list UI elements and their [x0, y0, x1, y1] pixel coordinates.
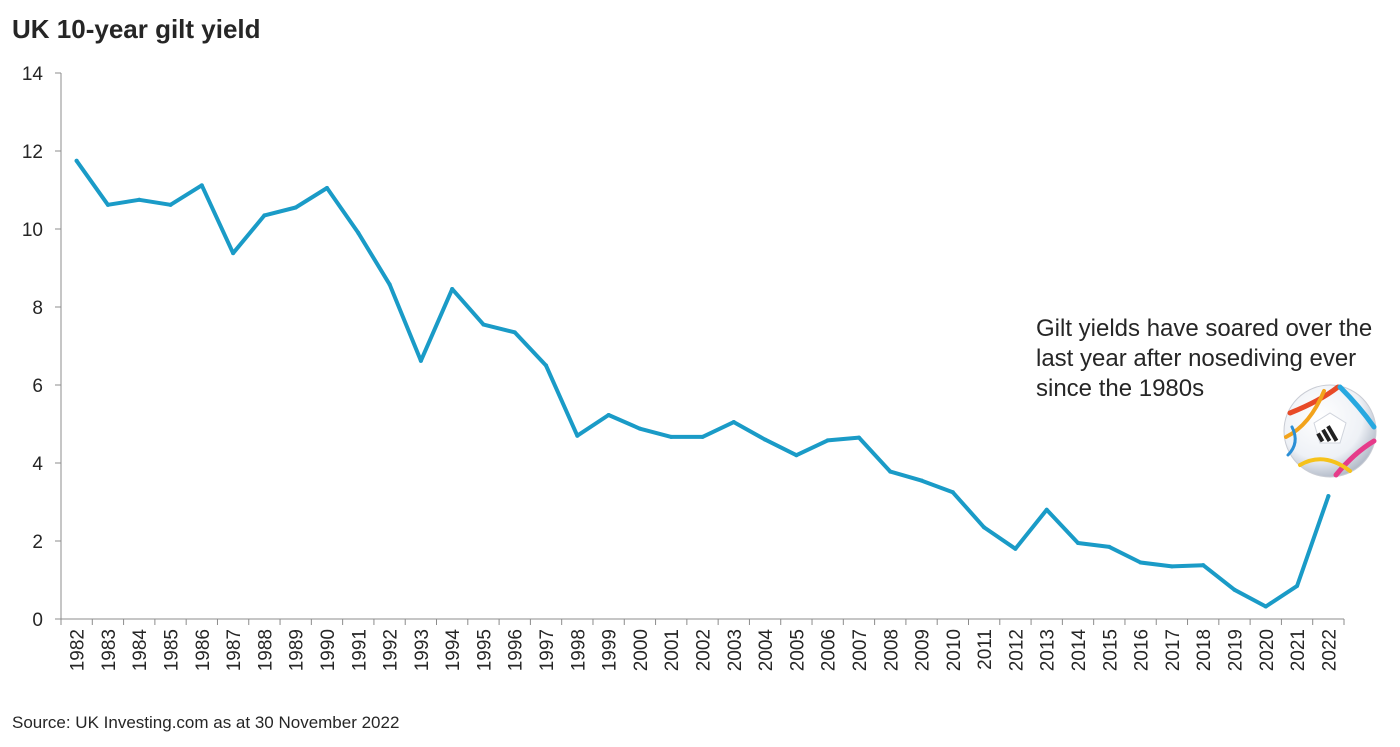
- data-point: [293, 205, 298, 210]
- data-point: [763, 437, 768, 442]
- data-point: [637, 426, 642, 431]
- x-tick-label: 1997: [537, 629, 558, 671]
- x-tick-label: 1993: [412, 629, 433, 671]
- data-point: [1138, 560, 1143, 565]
- data-point: [1201, 563, 1206, 568]
- data-point: [1013, 546, 1018, 551]
- x-tick-label: 2011: [975, 629, 996, 670]
- x-tick-label: 1989: [287, 629, 308, 671]
- x-tick-label: 2000: [631, 629, 652, 671]
- source-note: Source: UK Investing.com as at 30 Novemb…: [12, 713, 400, 732]
- data-point: [324, 186, 329, 191]
- x-tick-label: 1999: [600, 629, 621, 671]
- data-point: [481, 322, 486, 327]
- x-tick-label: 2018: [1194, 629, 1215, 671]
- y-tick-label: 4: [32, 454, 43, 475]
- data-point: [105, 202, 110, 207]
- data-point: [606, 413, 611, 418]
- x-tick-label: 1984: [130, 629, 151, 672]
- x-tick-label: 2017: [1163, 629, 1184, 671]
- x-tick-label: 2009: [913, 629, 934, 671]
- x-tick-label: 2021: [1288, 629, 1309, 671]
- x-tick-label: 1991: [349, 629, 370, 671]
- y-tick-label: 10: [22, 220, 43, 241]
- x-tick-label: 1998: [568, 629, 589, 671]
- series-layer: [74, 158, 1331, 609]
- x-tick-label: 1994: [443, 629, 464, 672]
- x-tick-label: 2006: [819, 629, 840, 671]
- data-point: [919, 478, 924, 483]
- x-tick-label: 1982: [68, 629, 89, 671]
- data-point: [1169, 564, 1174, 569]
- football-icon: [1283, 384, 1377, 478]
- x-tick-label: 1988: [255, 629, 276, 671]
- y-tick-label: 6: [32, 376, 43, 397]
- chart-title: UK 10-year gilt yield: [12, 14, 261, 44]
- data-point: [888, 469, 893, 474]
- y-tick-label: 0: [32, 610, 43, 631]
- data-point: [1232, 587, 1237, 592]
- x-tick-label: 2015: [1100, 629, 1121, 671]
- x-tick-label: 2005: [787, 629, 808, 671]
- x-tick-label: 2001: [662, 629, 683, 671]
- x-tick-label: 2012: [1006, 629, 1027, 671]
- data-point: [262, 213, 267, 218]
- x-tick-label: 2010: [944, 629, 965, 671]
- x-tick-label: 1987: [224, 629, 245, 671]
- x-tick-label: 2022: [1319, 629, 1340, 671]
- data-point: [856, 435, 861, 440]
- x-tick-label: 1990: [318, 629, 339, 671]
- data-point: [137, 197, 142, 202]
- data-point: [825, 438, 830, 443]
- data-point: [1263, 604, 1268, 609]
- x-tick-label: 1996: [506, 629, 527, 671]
- data-point: [74, 158, 79, 163]
- x-tick-label: 2014: [1069, 629, 1090, 672]
- data-point: [1044, 507, 1049, 512]
- x-tick-label: 2020: [1257, 629, 1278, 671]
- x-tick-label: 1992: [381, 629, 402, 671]
- data-point: [199, 183, 204, 188]
- x-tick-label: 2008: [881, 629, 902, 671]
- x-tick-label: 2004: [756, 629, 777, 672]
- data-point: [669, 434, 674, 439]
- y-tick-label: 14: [22, 64, 44, 85]
- data-point: [544, 363, 549, 368]
- data-point: [950, 490, 955, 495]
- y-tick-label: 8: [32, 298, 43, 319]
- y-tick-label: 12: [22, 142, 43, 163]
- x-tick-label: 1985: [162, 629, 183, 671]
- data-point: [1076, 540, 1081, 545]
- chart-annotation: Gilt yields have soared over the last ye…: [1036, 315, 1373, 402]
- data-point: [794, 453, 799, 458]
- x-tick-label: 1986: [193, 629, 214, 671]
- y-tick-label: 2: [32, 532, 43, 553]
- data-point: [700, 434, 705, 439]
- data-point: [1107, 544, 1112, 549]
- x-tick-label: 2002: [694, 629, 715, 671]
- x-tick-label: 1983: [99, 629, 120, 671]
- data-point: [575, 433, 580, 438]
- x-tick-label: 1995: [474, 629, 495, 671]
- data-point: [1326, 494, 1331, 499]
- data-point: [731, 420, 736, 425]
- x-tick-label: 2007: [850, 629, 871, 671]
- data-point: [418, 358, 423, 363]
- x-tick-label: 2003: [725, 629, 746, 671]
- data-point: [356, 230, 361, 235]
- x-tick-label: 2016: [1132, 629, 1153, 671]
- data-point: [231, 251, 236, 256]
- data-point: [450, 287, 455, 292]
- data-point: [1295, 583, 1300, 588]
- x-tick-label: 2013: [1038, 629, 1059, 671]
- data-point: [387, 282, 392, 287]
- data-point: [982, 525, 987, 530]
- data-point: [168, 202, 173, 207]
- data-point: [512, 330, 517, 335]
- axes: 0 2 4 6 8 10 12 14 1982 1983 1984 1985 1986 1987 1988 1…: [22, 64, 1345, 672]
- x-tick-label: 2019: [1225, 629, 1246, 671]
